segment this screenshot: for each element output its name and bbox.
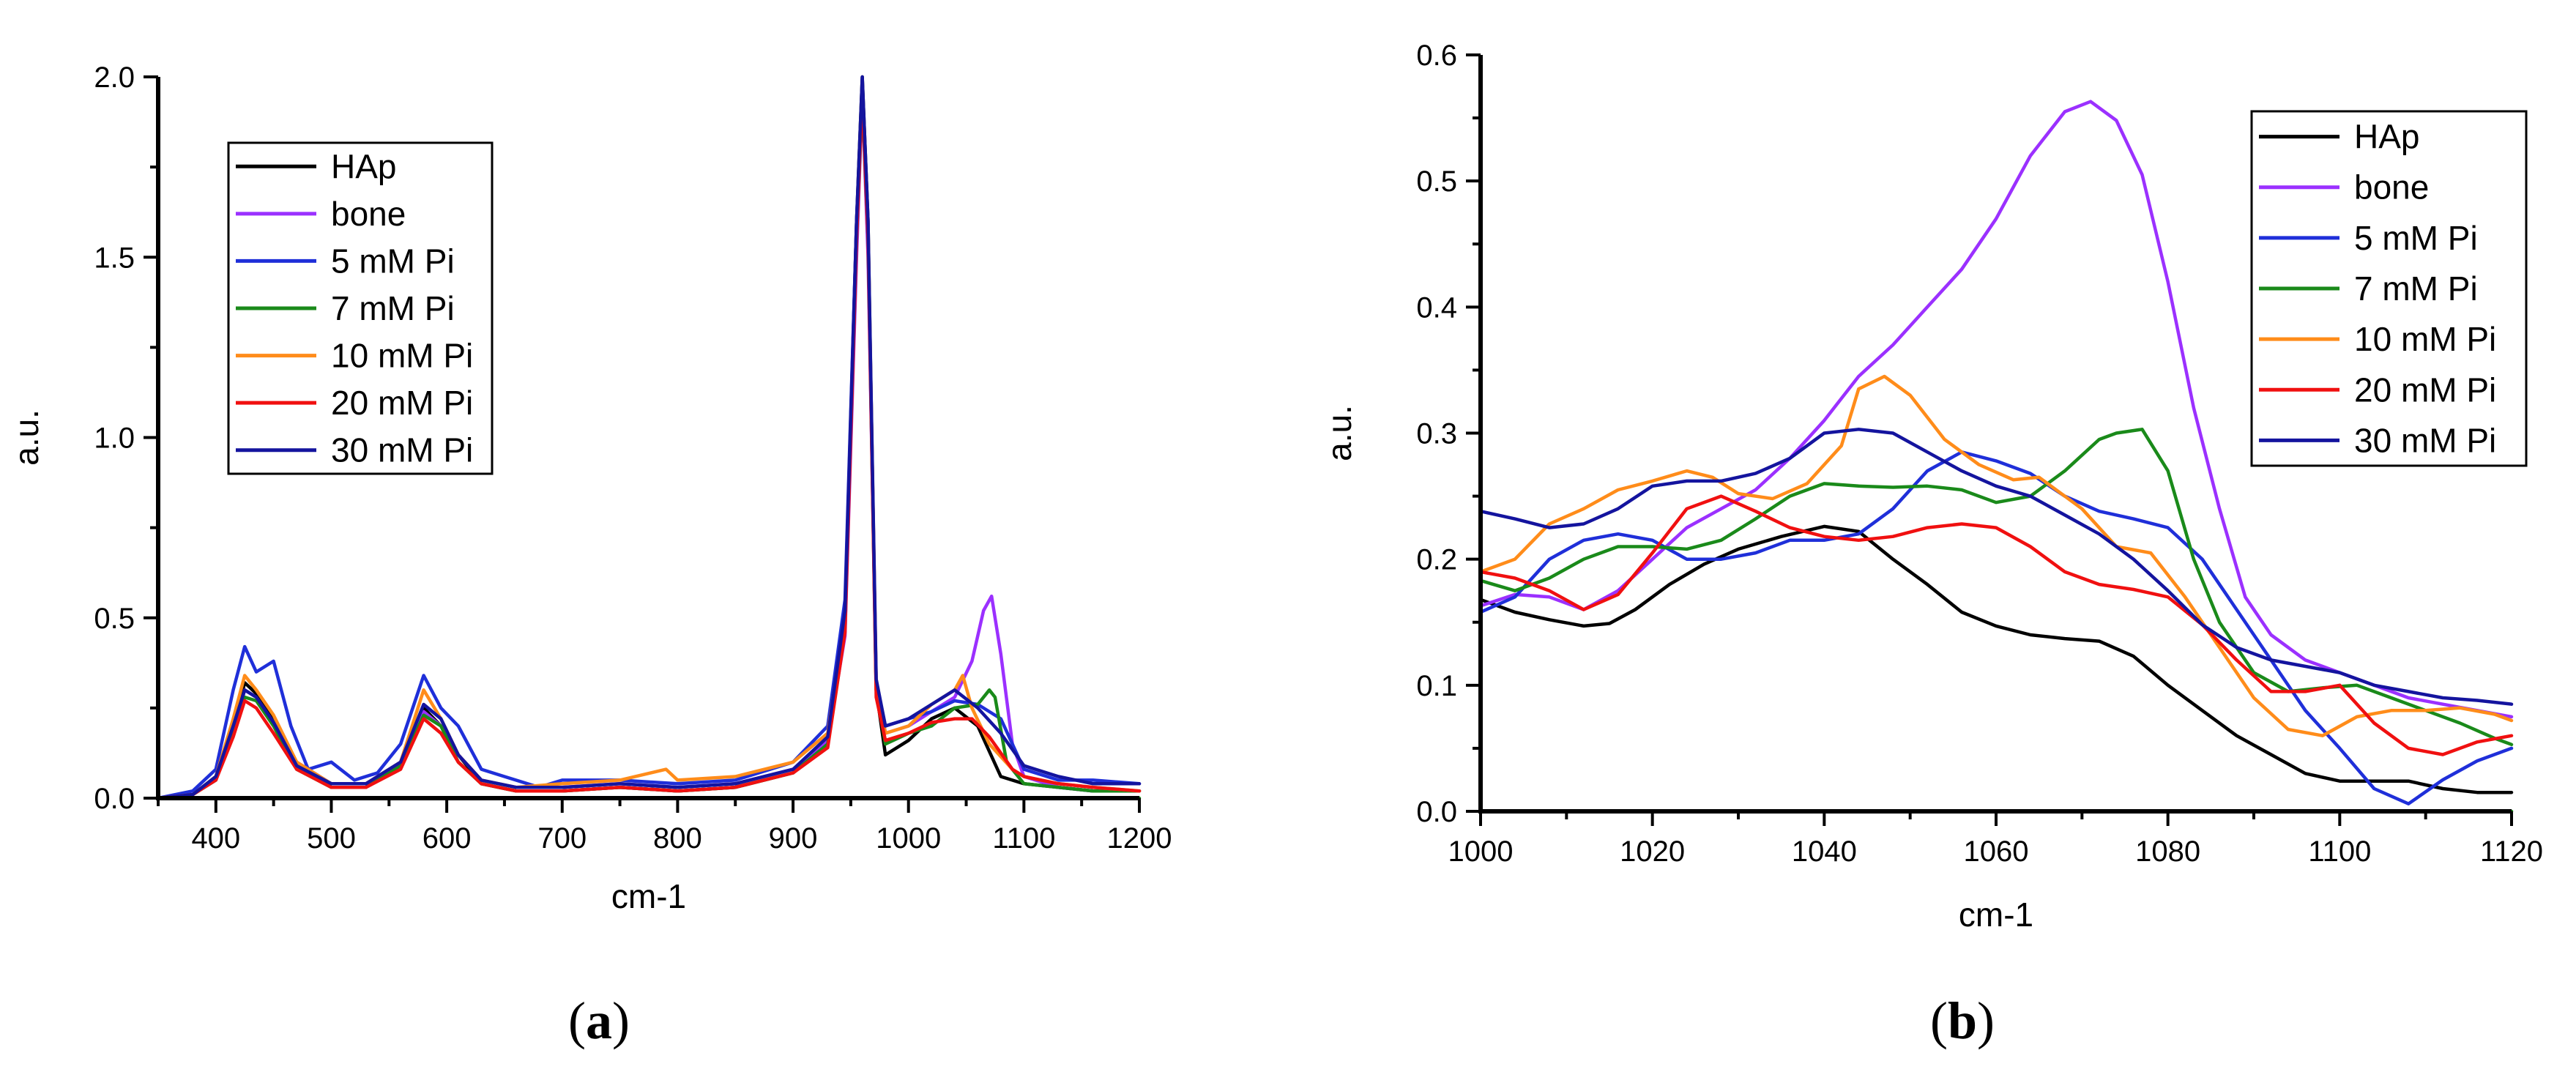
series-line-5-mm-pi <box>156 93 1142 800</box>
x-tick-label: 1100 <box>2308 835 2371 868</box>
x-tick-label: 1120 <box>2480 835 2543 868</box>
x-tick-label: 1020 <box>1620 835 1685 868</box>
series-line-20-mm-pi <box>1478 494 2514 756</box>
legend-label: 7 mM Pi <box>2354 269 2478 308</box>
y-tick-label: 0.0 <box>1416 796 1457 828</box>
legend-label: 20 mM Pi <box>2354 371 2496 409</box>
y-tick-label: 0.4 <box>1416 291 1457 324</box>
legend-label: 30 mM Pi <box>2354 421 2496 459</box>
legend-label: HAp <box>331 147 396 185</box>
caption-b-letter: b <box>1948 991 1977 1050</box>
series-line-10-mm-pi <box>1478 374 2514 737</box>
legend: HAp bone 5 mM Pi 7 mM Pi 10 mM Pi 20 mM Pi 30 … <box>227 141 494 475</box>
caption-a: (a) <box>568 991 630 1050</box>
x-tick-label: 900 <box>769 822 818 855</box>
x-tick-label: 1060 <box>1964 835 2029 868</box>
series-line-hap <box>1478 524 2514 794</box>
y-axis-title: a.u. <box>1320 405 1358 461</box>
y-tick-label: 0.0 <box>94 783 135 815</box>
x-tick-label: 700 <box>537 822 587 855</box>
legend-label: 5 mM Pi <box>331 242 455 280</box>
y-tick-label: 2.0 <box>94 62 135 94</box>
x-axis-title: cm-1 <box>611 877 686 915</box>
y-axis-title: a.u. <box>7 409 45 466</box>
legend-label: 30 mM Pi <box>331 431 473 469</box>
y-tick-label: 0.3 <box>1416 418 1457 450</box>
legend-label: HAp <box>2354 118 2419 156</box>
legend: HAp bone 5 mM Pi 7 mM Pi 10 mM Pi 20 mM Pi 30 … <box>2250 110 2528 467</box>
x-tick-label: 1100 <box>992 822 1055 855</box>
x-axis-title: cm-1 <box>1959 896 2033 934</box>
legend-label: 10 mM Pi <box>2354 320 2496 358</box>
chart-b: 1000 1020 1040 1060 1080 1100 1120 0.0 0.1 0.2 0.3… <box>1320 40 2543 934</box>
y-tick-label: 0.2 <box>1416 544 1457 576</box>
caption-a-letter: a <box>586 991 612 1050</box>
series-line-7-mm-pi <box>1478 428 2514 747</box>
legend-label: 10 mM Pi <box>331 337 473 375</box>
legend-label: 20 mM Pi <box>331 384 473 422</box>
x-tick-label: 1000 <box>1448 835 1514 868</box>
legend-label: 5 mM Pi <box>2354 219 2478 257</box>
chart-a: 400 500 600 700 800 900 1000 1100 1200 0.0 0.5 1.0 1… <box>7 62 1172 915</box>
x-tick-label: 400 <box>191 822 240 855</box>
y-tick-label: 0.5 <box>1416 165 1457 198</box>
x-tick-label: 1000 <box>876 822 941 855</box>
caption-b: (b) <box>1930 991 1995 1050</box>
y-tick-label: 0.5 <box>94 603 135 635</box>
x-tick-label: 600 <box>422 822 472 855</box>
legend-label: bone <box>331 195 406 233</box>
legend-label: 7 mM Pi <box>331 289 455 327</box>
x-tick-label: 1200 <box>1107 822 1172 855</box>
series-line-20-mm-pi <box>156 89 1142 800</box>
x-tick-label: 500 <box>307 822 356 855</box>
series-line-5-mm-pi <box>1478 450 2514 805</box>
y-tick-label: 1.5 <box>94 242 135 274</box>
series-line-10-mm-pi <box>156 82 1142 800</box>
y-tick-label: 0.1 <box>1416 670 1457 702</box>
y-tick-label: 1.0 <box>94 423 135 455</box>
x-tick-label: 1040 <box>1792 835 1857 868</box>
x-tick-label: 1080 <box>2135 835 2200 868</box>
y-tick-label: 0.6 <box>1416 40 1457 72</box>
series-line-30-mm-pi <box>1478 428 2514 706</box>
x-tick-label: 800 <box>653 822 702 855</box>
series-line-30-mm-pi <box>156 75 1142 800</box>
legend-label: bone <box>2354 168 2429 206</box>
